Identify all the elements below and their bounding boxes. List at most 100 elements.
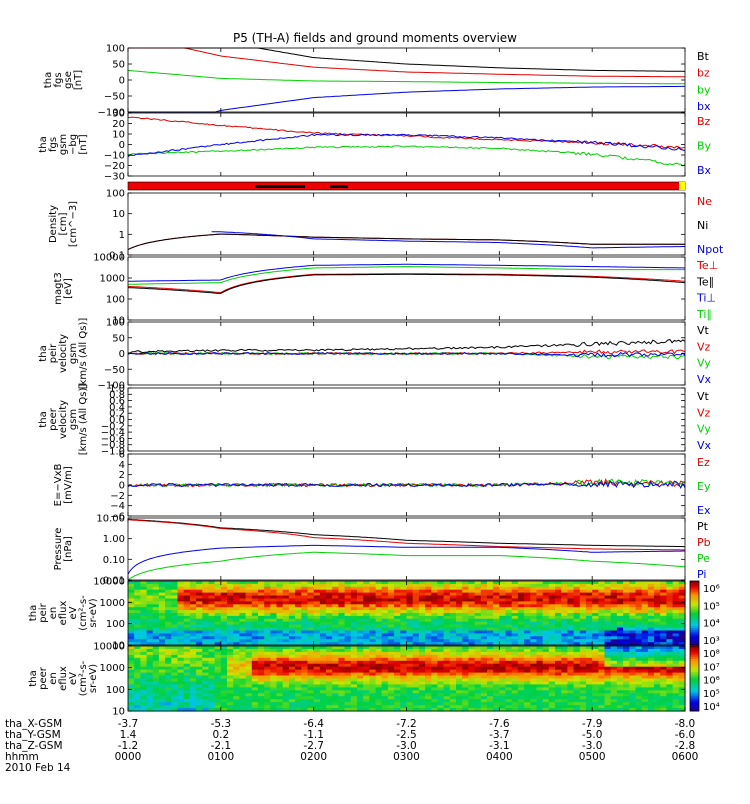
- spec-cell: [573, 660, 581, 665]
- spec-cell: [319, 651, 327, 656]
- spec-cell: [474, 595, 482, 599]
- spec-cell: [208, 660, 216, 665]
- spec-cell: [672, 708, 680, 712]
- spec-cell: [468, 699, 476, 703]
- spec-cell: [604, 595, 612, 599]
- spec-cell: [270, 649, 278, 653]
- spec-cell: [654, 604, 661, 608]
- spec-cell: [301, 613, 309, 617]
- spec-cell: [660, 681, 667, 686]
- spec-cell: [456, 592, 463, 597]
- spec-cell: [264, 615, 271, 620]
- spec-cell: [586, 592, 593, 597]
- spec-cell: [227, 589, 234, 594]
- spec-cell: [505, 595, 513, 599]
- spec-cell: [456, 636, 463, 640]
- spec-cell: [616, 624, 624, 629]
- spec-cell: [487, 581, 494, 585]
- spec-cell: [536, 702, 544, 706]
- spec-cell: [196, 642, 203, 646]
- spec-cell: [672, 699, 680, 703]
- spec-cell: [573, 618, 581, 623]
- spec-cell: [295, 598, 302, 602]
- spec-cell: [202, 598, 210, 602]
- spec-cell: [251, 708, 259, 712]
- spec-cell: [158, 642, 166, 646]
- spec-cell: [288, 613, 296, 617]
- spec-cell: [548, 687, 556, 691]
- spec-cell: [350, 604, 358, 608]
- spec-cell: [165, 636, 172, 640]
- spec-cell: [152, 657, 160, 662]
- spec-cell: [288, 581, 296, 585]
- spec-cell: [462, 633, 469, 637]
- spec-cell: [301, 693, 309, 697]
- spec-cell: [183, 583, 191, 588]
- spec-cell: [517, 660, 525, 665]
- spec-cell: [196, 657, 203, 662]
- spec-cell: [499, 681, 507, 686]
- spec-cell: [641, 675, 649, 680]
- spec-cell: [301, 633, 309, 637]
- spec-cell: [511, 595, 519, 599]
- spec-cell: [493, 660, 500, 665]
- spec-cell: [400, 624, 408, 629]
- spec-cell: [338, 693, 346, 697]
- spec-cell: [282, 633, 290, 637]
- spec-cell: [629, 615, 637, 620]
- spec-cell: [431, 642, 439, 646]
- spec-cell: [338, 607, 346, 611]
- spec-cell: [202, 613, 210, 617]
- spec-cell: [338, 589, 346, 594]
- spec-cell: [140, 696, 148, 700]
- spec-cell: [425, 657, 432, 662]
- spec-cell: [313, 681, 321, 686]
- spec-cell: [517, 595, 525, 599]
- spec-cell: [276, 696, 284, 700]
- spec-cell: [635, 604, 643, 608]
- spec-cell: [456, 669, 463, 674]
- spec-cell: [357, 687, 364, 691]
- spec-cell: [158, 654, 166, 659]
- spec-cell: [425, 646, 432, 650]
- spec-cell: [672, 651, 680, 656]
- spec-cell: [264, 687, 271, 691]
- spec-cell: [604, 669, 612, 674]
- spec-cell: [332, 583, 339, 588]
- spec-cell: [592, 610, 599, 614]
- spec-cell: [573, 687, 581, 691]
- spec-cell: [573, 621, 581, 626]
- spec-cell: [134, 708, 141, 712]
- spec-cell: [474, 613, 482, 617]
- spec-cell: [251, 607, 259, 611]
- spec-cell: [319, 654, 327, 659]
- spec-cell: [592, 657, 599, 662]
- spec-cell: [499, 666, 507, 671]
- spec-cell: [412, 595, 420, 599]
- spec-cell: [431, 649, 439, 653]
- spec-cell: [536, 654, 544, 659]
- spec-cell: [332, 687, 339, 691]
- spec-cell: [189, 621, 197, 626]
- spec-cell: [548, 642, 556, 646]
- spec-cell: [295, 615, 302, 620]
- spec-cell: [449, 678, 457, 683]
- spec-cell: [530, 675, 538, 680]
- spec-cell: [660, 592, 667, 597]
- spec-cell: [678, 586, 686, 591]
- spec-cell: [586, 630, 593, 634]
- spec-cell: [598, 618, 606, 623]
- spec-cell: [258, 636, 265, 640]
- spec-cell: [158, 696, 166, 700]
- spec-cell: [301, 687, 309, 691]
- spec-cell: [214, 702, 222, 706]
- spec-cell: [158, 663, 166, 668]
- spec-cell: [468, 639, 476, 643]
- colorbar-cell: [690, 648, 699, 651]
- spec-cell: [363, 687, 370, 691]
- spec-cell: [641, 649, 649, 653]
- colorbar-cell: [690, 598, 699, 601]
- spec-cell: [394, 633, 401, 637]
- spec-cell: [381, 657, 389, 662]
